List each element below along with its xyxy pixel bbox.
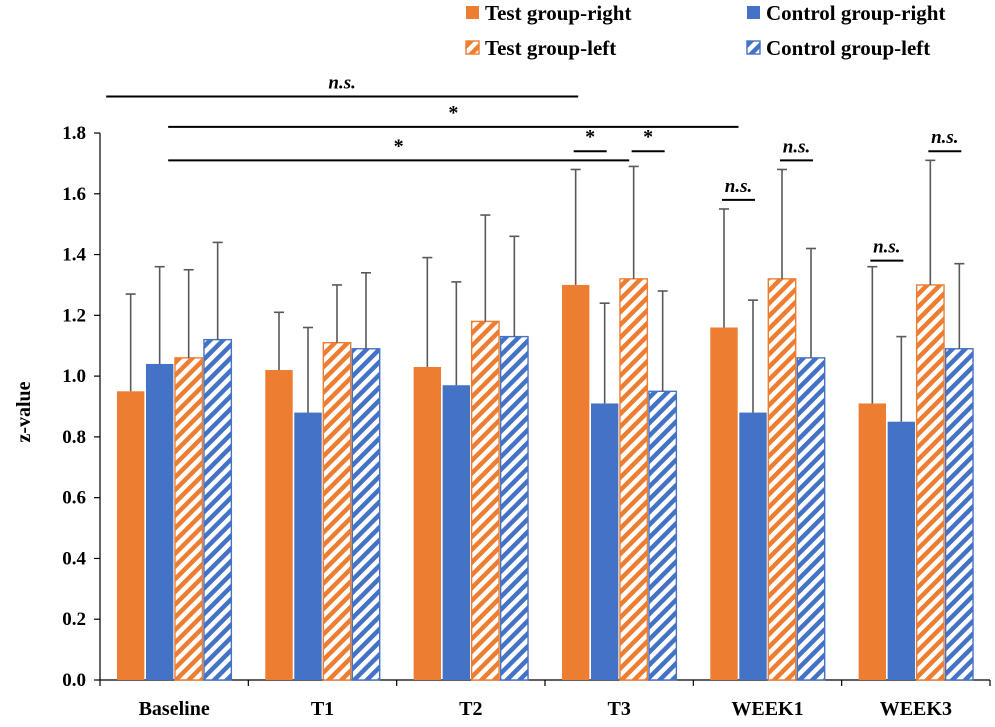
bar [413,366,442,680]
significance-label: n.s. [931,127,958,148]
y-tick-label: 0.4 [62,548,86,569]
legend-label: Control group-left [766,36,930,60]
significance-label: n.s. [783,136,810,157]
bar [442,385,471,680]
y-tick-label: 0.0 [62,670,86,691]
significance-label: n.s. [873,237,900,258]
x-tick-label: WEEK3 [880,698,952,720]
significance-label: n.s. [328,73,355,94]
x-tick-label: WEEK1 [731,698,803,720]
bar [619,278,649,681]
y-axis-label: z-value [13,381,35,442]
bar [116,391,145,680]
bar [710,327,738,680]
y-tick-label: 1.2 [62,305,86,326]
bar [767,278,797,681]
significance-label: * [394,135,404,157]
significance-label: n.s. [725,176,752,197]
x-tick-label: T2 [459,698,482,720]
bar [796,357,826,681]
x-tick-label: T3 [607,698,630,720]
bar [944,348,974,681]
bar [145,363,174,680]
significance-label: * [585,126,595,148]
bar [648,390,678,681]
bar [322,341,352,681]
bar [265,370,293,680]
legend-label: Test group-left [485,36,616,60]
bar [174,357,204,681]
bar [887,421,916,680]
y-tick-label: 0.6 [62,488,86,509]
y-tick-label: 1.8 [62,123,86,144]
legend-swatch [747,6,760,19]
bar [561,284,590,680]
x-tick-label: T1 [311,698,334,720]
bar [203,338,233,681]
y-tick-label: 0.8 [62,427,86,448]
bar [739,412,767,680]
bar [351,348,381,681]
significance-label: * [643,126,653,148]
significance-label: * [448,102,458,124]
bar [470,320,500,681]
bar [294,412,322,680]
legend-swatch [466,6,479,19]
bar [858,403,887,680]
bar [499,335,529,681]
bar [915,284,945,681]
bar [590,403,619,680]
y-tick-label: 1.6 [62,184,86,205]
y-tick-label: 0.2 [62,609,86,630]
legend-swatch [746,40,761,55]
legend-swatch [465,40,480,55]
legend-label: Test group-right [485,1,631,25]
legend-label: Control group-right [766,1,945,25]
y-tick-label: 1.0 [62,366,86,387]
y-tick-label: 1.4 [62,245,86,266]
x-tick-label: Baseline [139,698,210,720]
